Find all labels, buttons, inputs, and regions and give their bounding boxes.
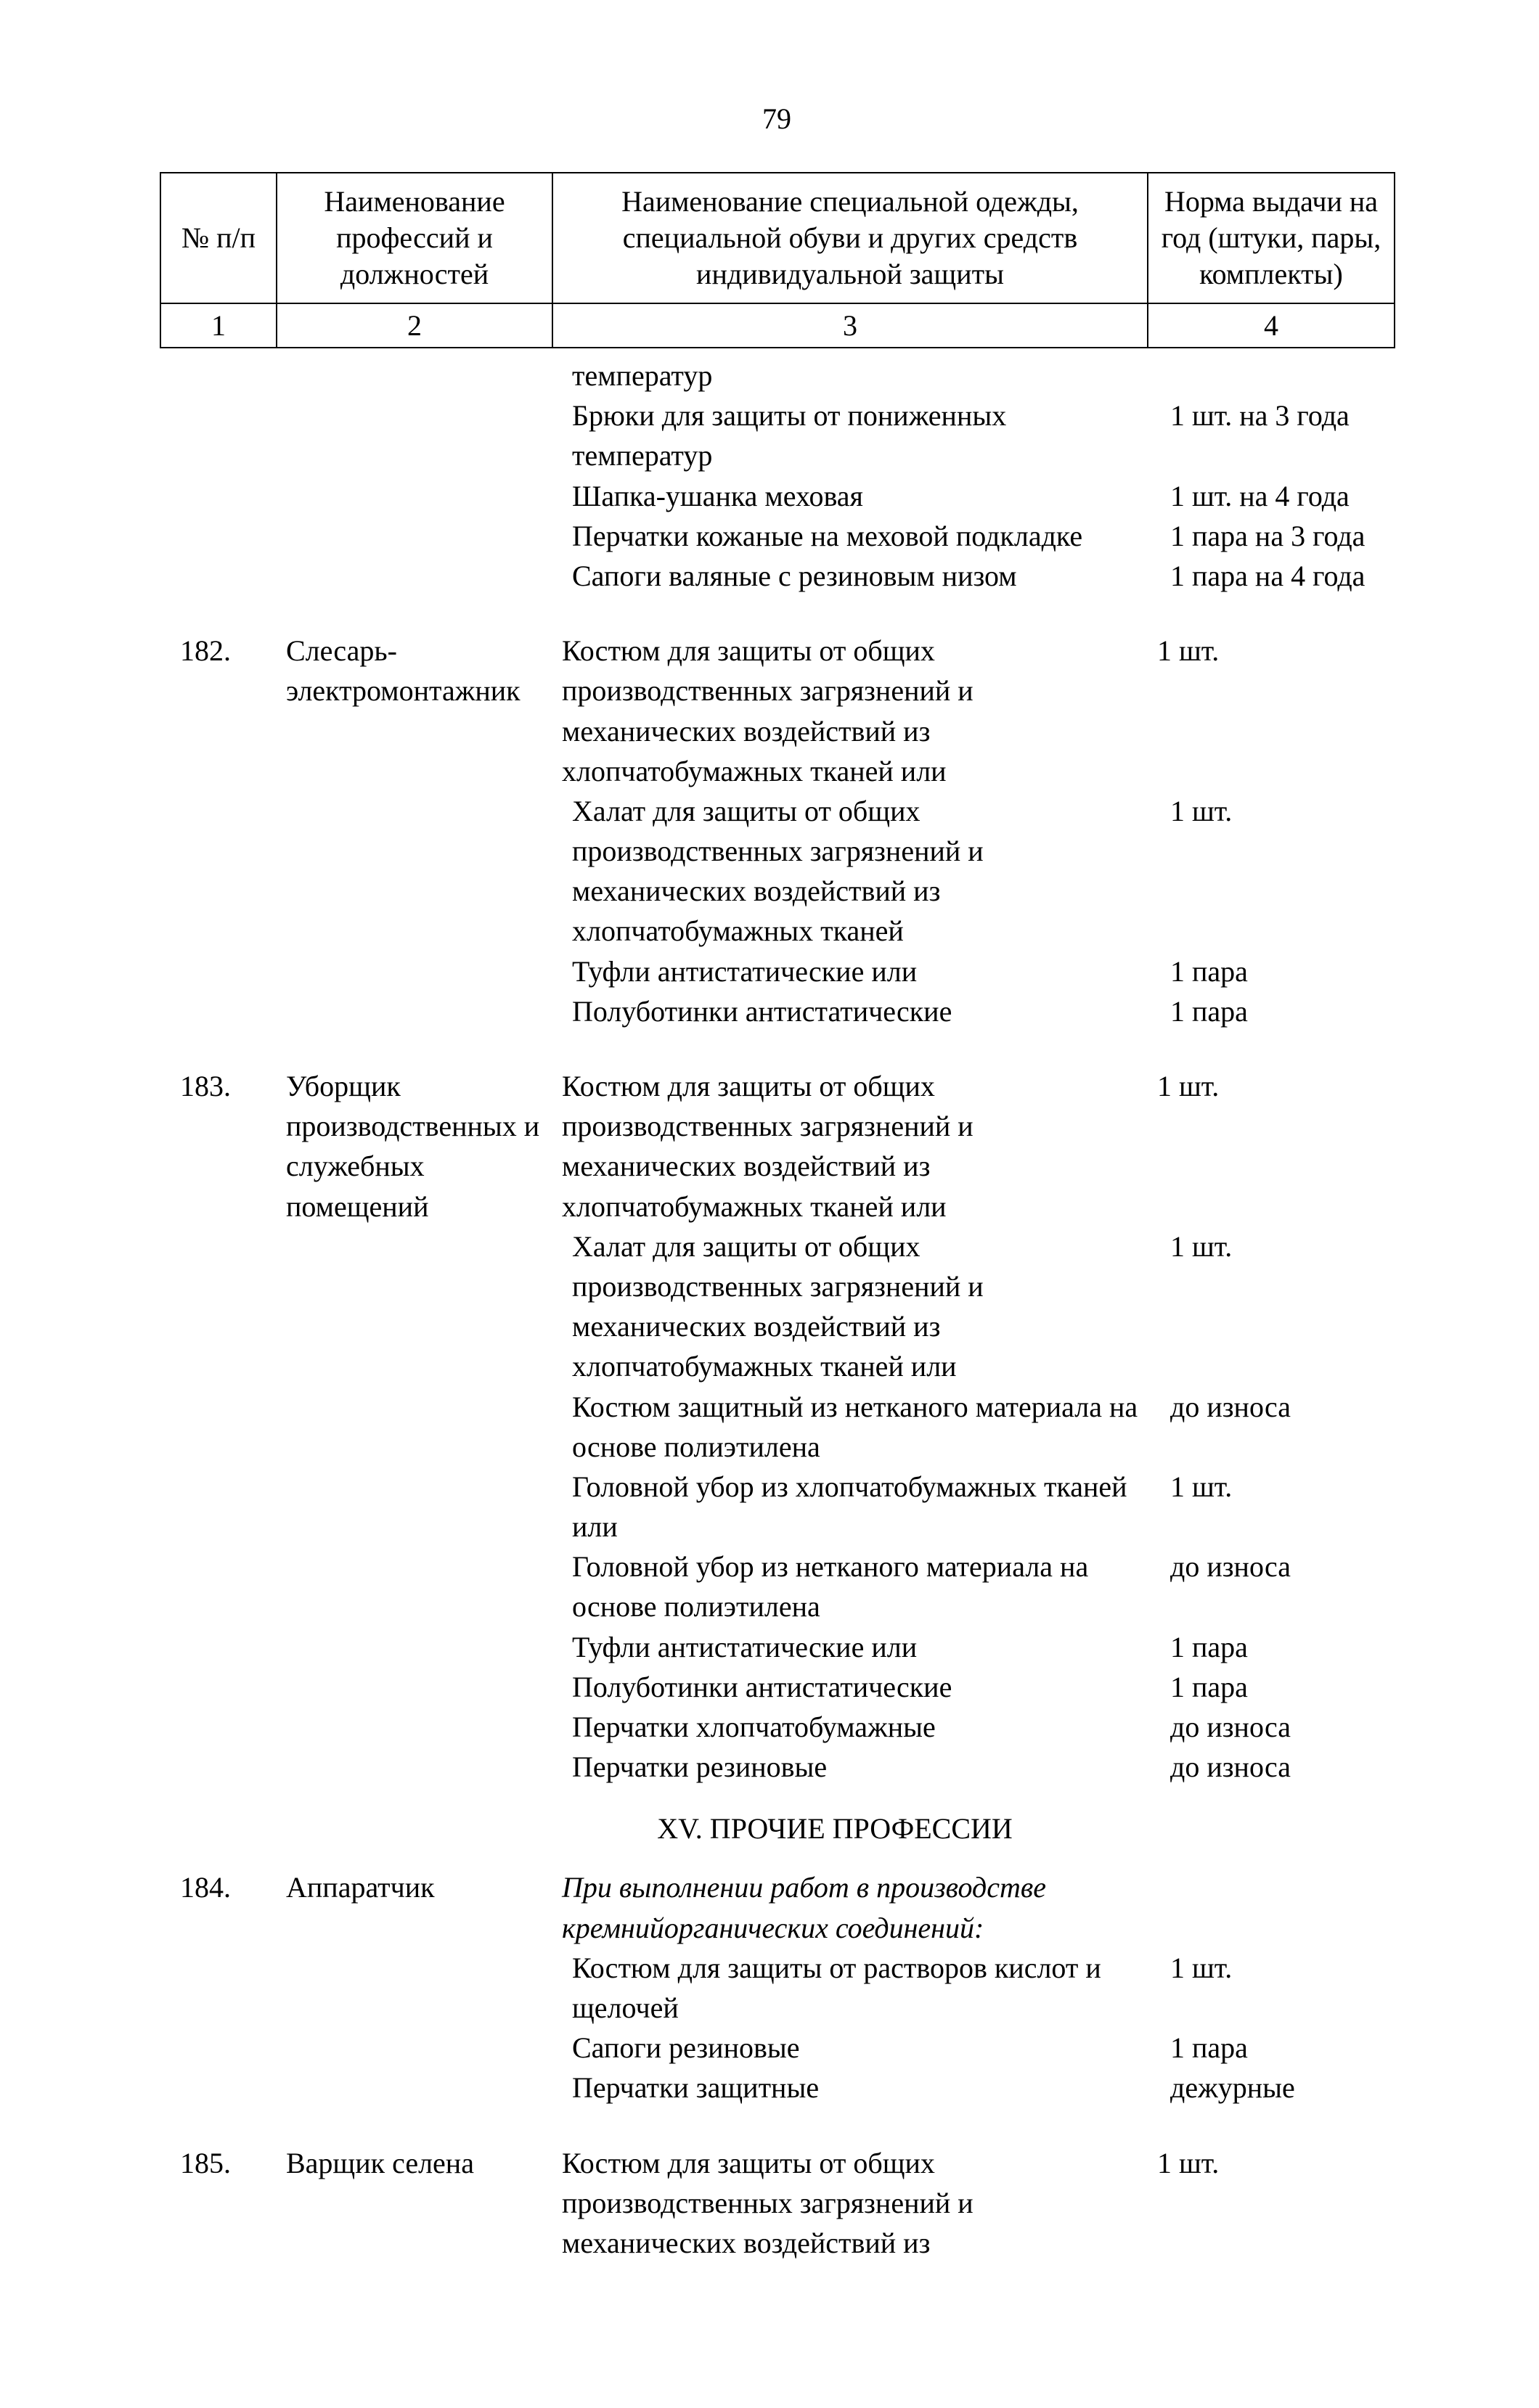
item-norm: 1 шт.	[1157, 1467, 1404, 1547]
header-col-3: Наименование специальной одежды, специал…	[552, 173, 1148, 303]
item-norm: 1 пара на 3 года	[1157, 516, 1404, 556]
entry-184: 184. Аппаратчик При выполнении работ в п…	[160, 1867, 1394, 1947]
item-text: Полуботинки антистатические	[562, 991, 1157, 1031]
item-line: Халат для защиты от общих производственн…	[562, 1226, 1384, 1387]
item-text: Сапоги резиновые	[562, 2028, 1157, 2068]
item-text: Полуботинки антистатические	[562, 1667, 1157, 1707]
item-line: Головной убор из нетканого материала на …	[562, 1547, 1384, 1626]
item-line: температур	[562, 356, 1384, 396]
item-norm: 1 шт.	[1157, 791, 1404, 951]
entry-first-norm: 1 шт.	[1147, 1066, 1394, 1226]
entry-preface-norm	[1147, 1867, 1394, 1947]
item-line: Полуботинки антистатические 1 пара	[562, 1667, 1384, 1707]
item-text: Халат для защиты от общих производственн…	[562, 1226, 1157, 1387]
colnum-2: 2	[277, 303, 552, 348]
item-norm: 1 шт.	[1157, 1226, 1404, 1387]
entry-182: 182. Слесарь-электромонтажник Костюм для…	[160, 631, 1394, 791]
header-row: № п/п Наименование профессий и должносте…	[160, 173, 1395, 303]
item-text: Сапоги валяные с резиновым низом	[562, 556, 1157, 596]
header-table: № п/п Наименование профессий и должносте…	[160, 172, 1395, 348]
entry-first-norm: 1 шт.	[1147, 2143, 1394, 2264]
entry-185: 185. Варщик селена Костюм для защиты от …	[160, 2143, 1394, 2264]
entry-184-items: Костюм для защиты от растворов кислот и …	[160, 1948, 1394, 2108]
item-norm: 1 пара	[1157, 991, 1404, 1031]
page-number: 79	[160, 102, 1394, 136]
item-norm: 1 шт. на 3 года	[1157, 396, 1404, 475]
item-norm: 1 шт.	[1157, 1948, 1404, 2028]
item-text: Перчатки кожаные на меховой подкладке	[562, 516, 1157, 556]
entry-number: 183.	[160, 1066, 276, 1226]
entry-number: 185.	[160, 2143, 276, 2264]
item-text: Костюм для защиты от растворов кислот и …	[562, 1948, 1157, 2028]
item-norm: до износа	[1157, 1707, 1404, 1747]
gap	[160, 2108, 1394, 2137]
entry-profession: Уборщик производственных и служебных пом…	[276, 1066, 552, 1226]
colnum-row: 1 2 3 4	[160, 303, 1395, 348]
header-col-4: Норма выдачи на год (штуки, пары, компле…	[1148, 173, 1395, 303]
item-text: Халат для защиты от общих производственн…	[562, 791, 1157, 951]
entry-first-item: Костюм для защиты от общих производствен…	[552, 1066, 1147, 1226]
item-norm: 1 пара	[1157, 1667, 1404, 1707]
item-line: Полуботинки антистатические 1 пара	[562, 991, 1384, 1031]
entry-number: 182.	[160, 631, 276, 791]
entry-profession: Аппаратчик	[276, 1867, 552, 1947]
gap	[160, 1031, 1394, 1060]
item-norm: до износа	[1157, 1747, 1404, 1787]
entry-number: 184.	[160, 1867, 276, 1947]
item-line: Перчатки резиновые до износа	[562, 1747, 1384, 1787]
item-text: Перчатки защитные	[562, 2068, 1157, 2108]
entry-182-items: Халат для защиты от общих производственн…	[160, 791, 1394, 1031]
item-norm: 1 шт. на 4 года	[1157, 476, 1404, 516]
item-line: Сапоги валяные с резиновым низом 1 пара …	[562, 556, 1384, 596]
item-norm: дежурные	[1157, 2068, 1404, 2108]
continuation-block: температур Брюки для защиты от пониженны…	[160, 356, 1394, 596]
item-norm: 1 пара	[1157, 1627, 1404, 1667]
item-line: Костюм для защиты от растворов кислот и …	[562, 1948, 1384, 2028]
item-norm: до износа	[1157, 1547, 1404, 1626]
item-text: Перчатки резиновые	[562, 1747, 1157, 1787]
item-line: Перчатки хлопчатобумажные до износа	[562, 1707, 1384, 1747]
item-text: Шапка-ушанка меховая	[562, 476, 1157, 516]
item-line: Перчатки защитные дежурные	[562, 2068, 1384, 2108]
section-heading-xv: XV. ПРОЧИЕ ПРОФЕССИИ	[160, 1811, 1394, 1846]
colnum-1: 1	[160, 303, 277, 348]
item-line: Халат для защиты от общих производственн…	[562, 791, 1384, 951]
item-line: Туфли антистатические или 1 пара	[562, 1627, 1384, 1667]
item-text: Головной убор из хлопчатобумажных тканей…	[562, 1467, 1157, 1547]
table-body: температур Брюки для защиты от пониженны…	[160, 348, 1394, 2263]
entry-preface: При выполнении работ в производстве крем…	[552, 1867, 1147, 1947]
item-line: Брюки для защиты от пониженных температу…	[562, 396, 1384, 475]
item-text: Туфли антистатические или	[562, 951, 1157, 991]
item-norm: до износа	[1157, 1387, 1404, 1467]
entry-first-item: Костюм для защиты от общих производствен…	[552, 631, 1147, 791]
item-norm: 1 пара	[1157, 951, 1404, 991]
entry-first-item: Костюм для защиты от общих производствен…	[552, 2143, 1147, 2264]
entry-183: 183. Уборщик производственных и служебны…	[160, 1066, 1394, 1226]
header-col-2: Наименование профессий и должностей	[277, 173, 552, 303]
item-text: Перчатки хлопчатобумажные	[562, 1707, 1157, 1747]
item-norm: 1 пара	[1157, 2028, 1404, 2068]
item-text: Головной убор из нетканого материала на …	[562, 1547, 1157, 1626]
entry-first-norm: 1 шт.	[1147, 631, 1394, 791]
item-text: Костюм защитный из нетканого материала н…	[562, 1387, 1157, 1467]
colnum-4: 4	[1148, 303, 1395, 348]
item-line: Сапоги резиновые 1 пара	[562, 2028, 1384, 2068]
item-norm: 1 пара на 4 года	[1157, 556, 1404, 596]
item-line: Костюм защитный из нетканого материала н…	[562, 1387, 1384, 1467]
item-line: Перчатки кожаные на меховой подкладке 1 …	[562, 516, 1384, 556]
item-text: температур	[562, 356, 1157, 396]
item-text: Брюки для защиты от пониженных температу…	[562, 396, 1157, 475]
item-line: Шапка-ушанка меховая 1 шт. на 4 года	[562, 476, 1384, 516]
entry-183-items: Халат для защиты от общих производственн…	[160, 1226, 1394, 1787]
colnum-3: 3	[552, 303, 1148, 348]
entry-profession: Варщик селена	[276, 2143, 552, 2264]
item-line: Туфли антистатические или 1 пара	[562, 951, 1384, 991]
document-page: 79 № п/п Наименование профессий и должно…	[0, 0, 1539, 2408]
header-col-1: № п/п	[160, 173, 277, 303]
item-text: Туфли антистатические или	[562, 1627, 1157, 1667]
item-norm	[1157, 356, 1404, 396]
entry-profession: Слесарь-электромонтажник	[276, 631, 552, 791]
item-line: Головной убор из хлопчатобумажных тканей…	[562, 1467, 1384, 1547]
gap	[160, 596, 1394, 625]
